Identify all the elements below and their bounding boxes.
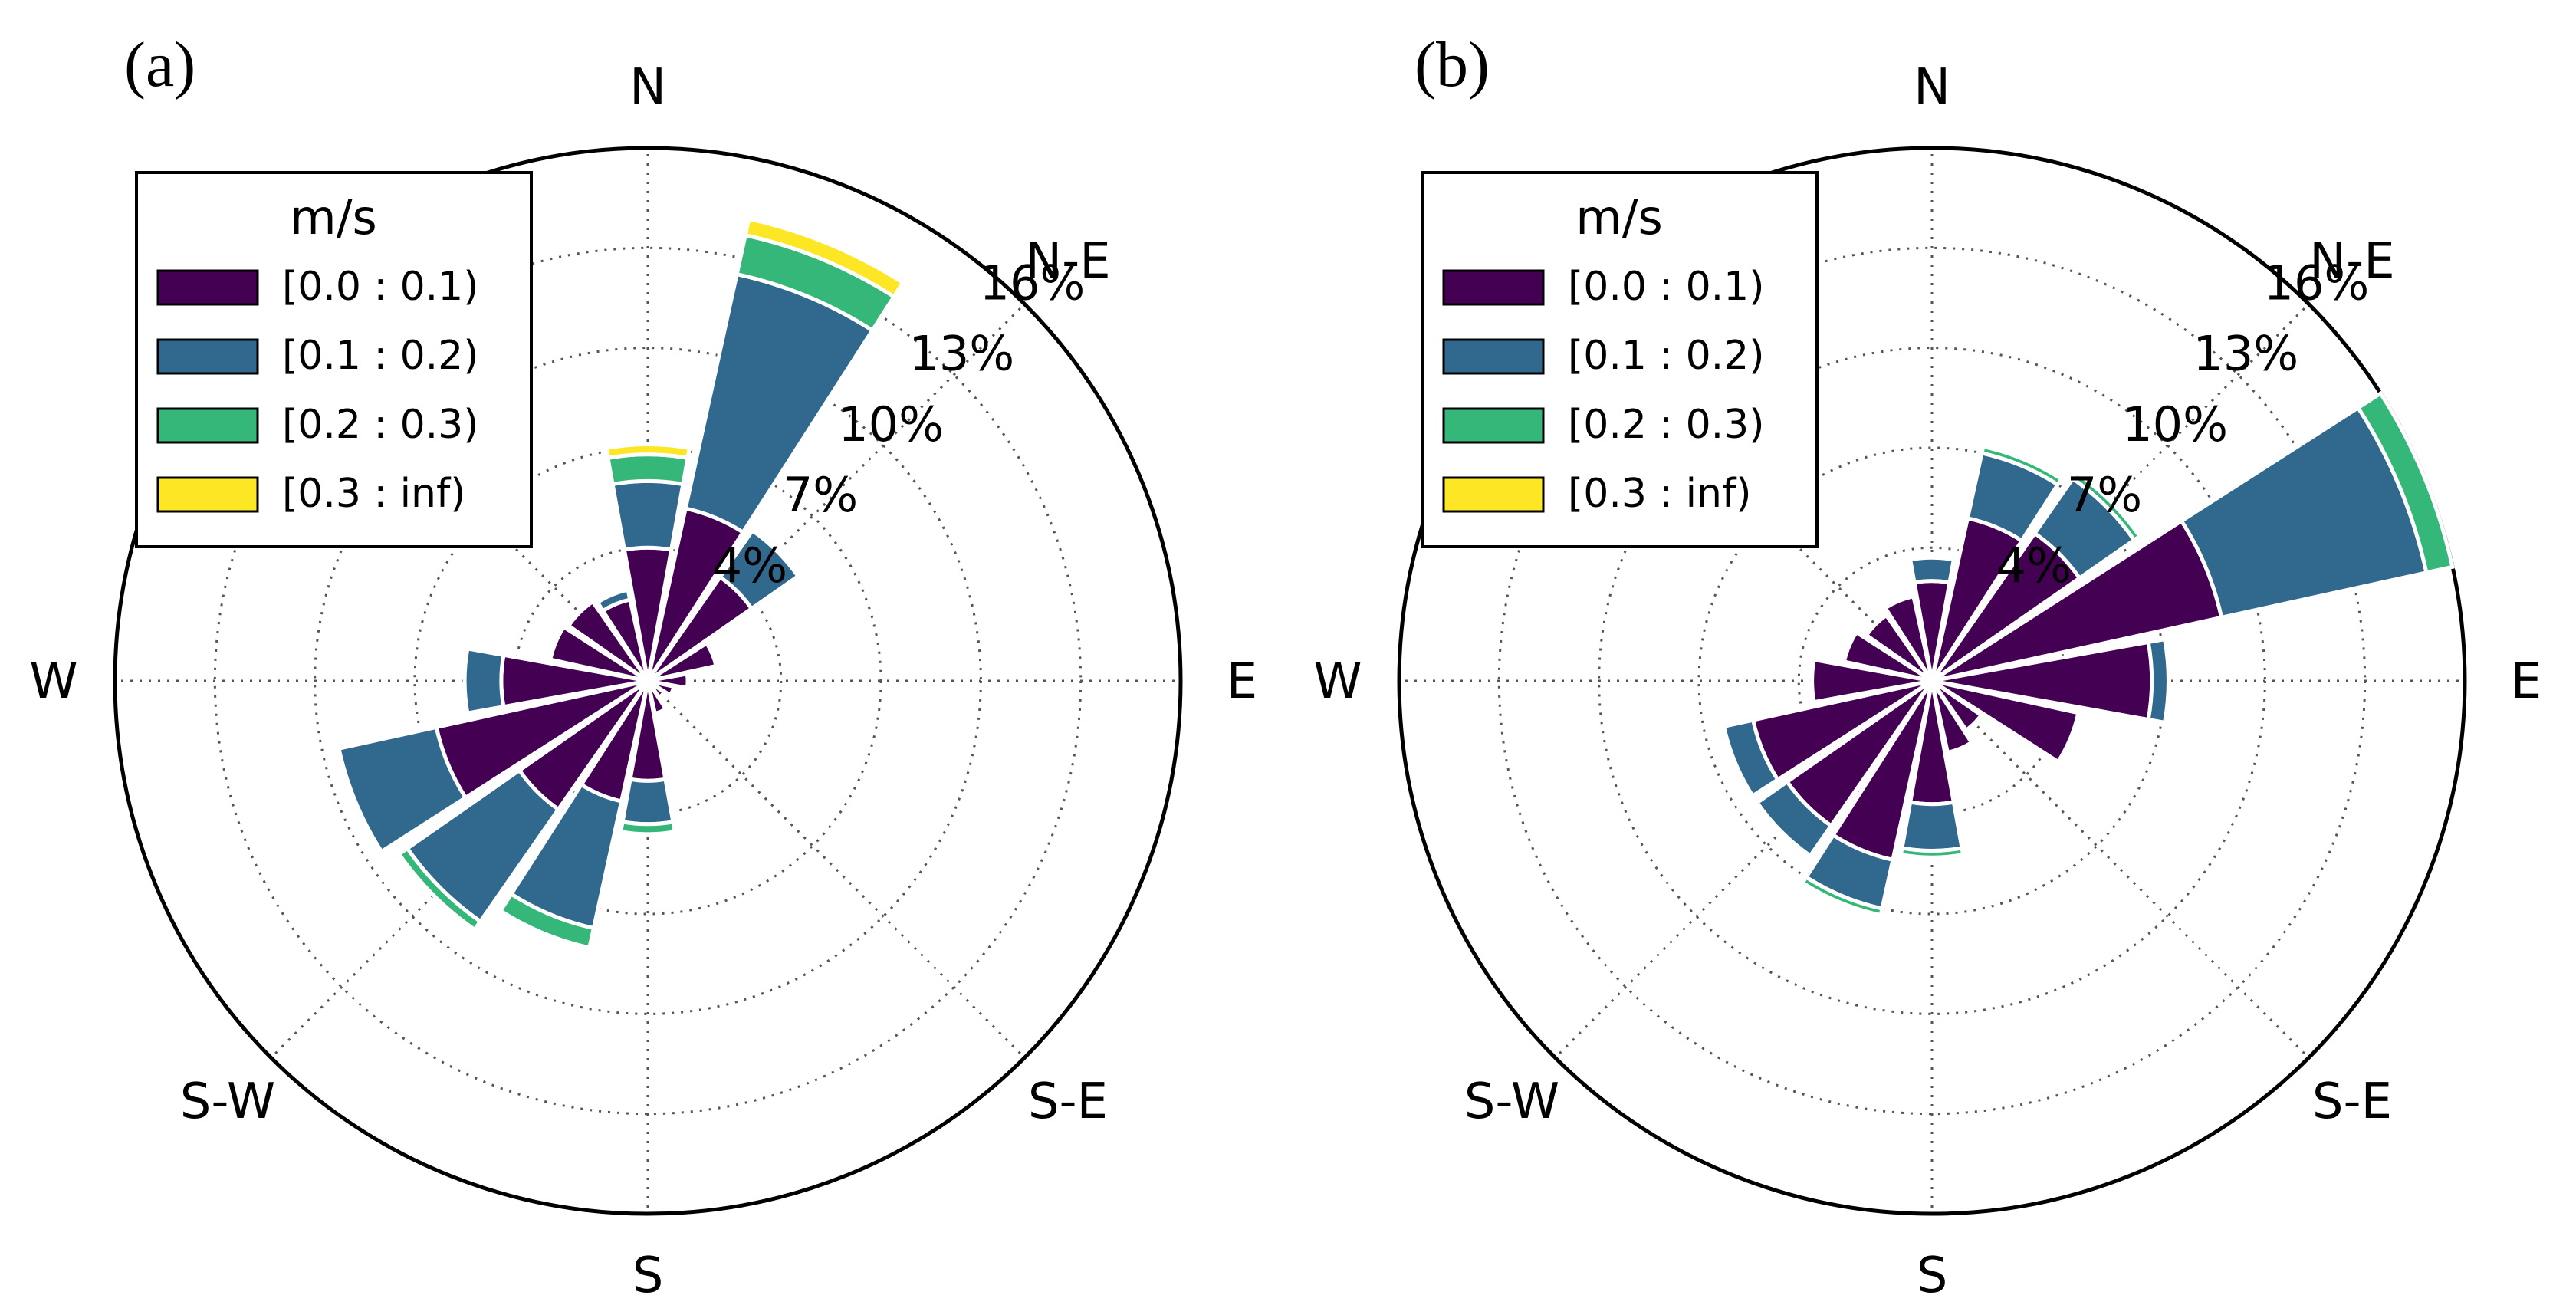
direction-label-s-w: S-W <box>180 1073 275 1130</box>
radial-tick-label: 7% <box>2067 467 2142 523</box>
legend: m/s [0.0 : 0.1) [0.1 : 0.2) [0.2 : 0.3) [0.3… <box>135 171 533 548</box>
wedge-dir-202_5-bin-2 <box>498 891 596 950</box>
direction-label-e: E <box>1227 653 1257 710</box>
panel-label: (a) <box>124 29 196 100</box>
wedge-dir-247_5-bin-2 <box>1718 724 1756 801</box>
legend-swatch <box>156 338 259 375</box>
legend-swatch <box>1442 476 1545 513</box>
wedge-dir-225-bin-2 <box>396 845 484 932</box>
wedge-dir-22_5-bin-3 <box>743 216 906 300</box>
direction-label-s-w: S-W <box>1464 1073 1559 1130</box>
panel-label: (b) <box>1414 29 1490 100</box>
radial-tick-label: 7% <box>783 467 858 523</box>
legend-swatch <box>156 269 259 306</box>
legend-swatch <box>1442 407 1545 444</box>
wedge-dir-270-bin-0 <box>1810 657 1933 705</box>
wedge-dir-135-bin-0 <box>1930 679 1984 733</box>
radial-tick-label: 4% <box>712 538 787 593</box>
windrose-panel-a: 4%7%10%13%16%NN-EES-ESS-WWN-W(a)m/s[0.0 … <box>29 29 1257 1304</box>
direction-label-n-e: N-E <box>2309 233 2394 290</box>
legend-swatch <box>1442 338 1545 375</box>
legend-entry: [0.1 : 0.2) <box>1568 333 1765 379</box>
legend-swatch <box>1442 269 1545 306</box>
windrose-panel-b: 4%7%10%13%16%NN-EES-ESS-WWN-W(b)m/s[0.0 … <box>1313 29 2542 1304</box>
radial-tick-label: 10% <box>838 396 944 452</box>
direction-label-s-e: S-E <box>2312 1073 2392 1130</box>
wedge-dir-0-bin-2 <box>606 452 690 487</box>
direction-label-n: N <box>1914 59 1950 116</box>
wedge-dir-45-bin-2 <box>2070 470 2143 543</box>
direction-label-w: W <box>1313 653 1362 710</box>
legend-entry: [0.0 : 0.1) <box>1568 264 1765 310</box>
wedge-dir-0-bin-1 <box>610 478 685 552</box>
legend-entry: [0.3 : inf) <box>282 471 466 517</box>
wedge-dir-292_5-bin-0 <box>1842 630 1934 683</box>
wedge-dir-0-bin-1 <box>1907 555 1957 585</box>
radial-tick-label: 4% <box>1996 538 2072 593</box>
wedge-dir-112_5-bin-0 <box>1930 679 2081 764</box>
direction-label-e: E <box>2511 653 2542 710</box>
legend-entry: [0.0 : 0.1) <box>282 264 479 310</box>
wedge-dir-67_5-bin-2 <box>2355 390 2455 575</box>
wedge-dir-247_5-bin-2 <box>333 746 385 856</box>
wedge-dir-337_5-bin-0 <box>1882 593 1934 682</box>
legend: m/s [0.0 : 0.1) [0.1 : 0.2) [0.2 : 0.3) [0.3… <box>1421 171 1819 548</box>
radial-grid-circle <box>413 446 882 916</box>
wedge-dir-67_5-bin-1 <box>704 638 722 669</box>
legend-swatch <box>156 407 259 444</box>
radial-tick-label: 13% <box>2193 326 2298 382</box>
wedge-dir-225-bin-2 <box>1751 800 1813 862</box>
direction-label-w: W <box>29 653 77 710</box>
direction-label-s: S <box>632 1248 664 1304</box>
wedge-dir-315-bin-0 <box>566 599 650 683</box>
legend-title: m/s <box>1576 189 1663 245</box>
wedge-dir-180-bin-2 <box>1898 846 1966 860</box>
wedge-dir-202_5-bin-2 <box>1799 874 1884 918</box>
wedge-dir-180-bin-2 <box>618 819 678 837</box>
wedge-dir-157_5-bin-0 <box>1930 679 1975 755</box>
radial-tick-label: 10% <box>2122 396 2228 452</box>
wedge-dir-0-bin-3 <box>603 442 692 461</box>
wedge-dir-315-bin-0 <box>1863 612 1934 683</box>
radial-tick-label: 16% <box>2264 255 2370 311</box>
direction-label-s: S <box>1917 1248 1948 1304</box>
wedge-dir-337_5-bin-1 <box>594 587 632 614</box>
wedge-dir-90-bin-1 <box>685 671 693 691</box>
legend-title: m/s <box>290 189 377 245</box>
wedge-dir-270-bin-1 <box>462 646 506 716</box>
wedge-dir-180-bin-1 <box>1900 800 1964 853</box>
wedge-dir-90-bin-1 <box>2146 636 2170 725</box>
legend-entry: [0.2 : 0.3) <box>1568 402 1765 448</box>
direction-label-n-e: N-E <box>1025 233 1110 290</box>
legend-entry: [0.3 : inf) <box>1568 471 1752 517</box>
legend-entry: [0.1 : 0.2) <box>282 333 479 379</box>
direction-label-s-e: S-E <box>1028 1073 1108 1130</box>
wedge-dir-180-bin-1 <box>620 777 675 827</box>
legend-swatch <box>156 476 259 513</box>
legend-entry: [0.2 : 0.3) <box>282 402 479 448</box>
wedge-dir-292_5-bin-1 <box>544 622 567 662</box>
wedge-dir-45-bin-2 <box>750 524 804 579</box>
direction-label-n: N <box>629 59 666 116</box>
wedge-dir-22_5-bin-2 <box>1980 444 2065 488</box>
radial-tick-label: 16% <box>980 255 1086 311</box>
radial-tick-label: 13% <box>909 326 1014 382</box>
